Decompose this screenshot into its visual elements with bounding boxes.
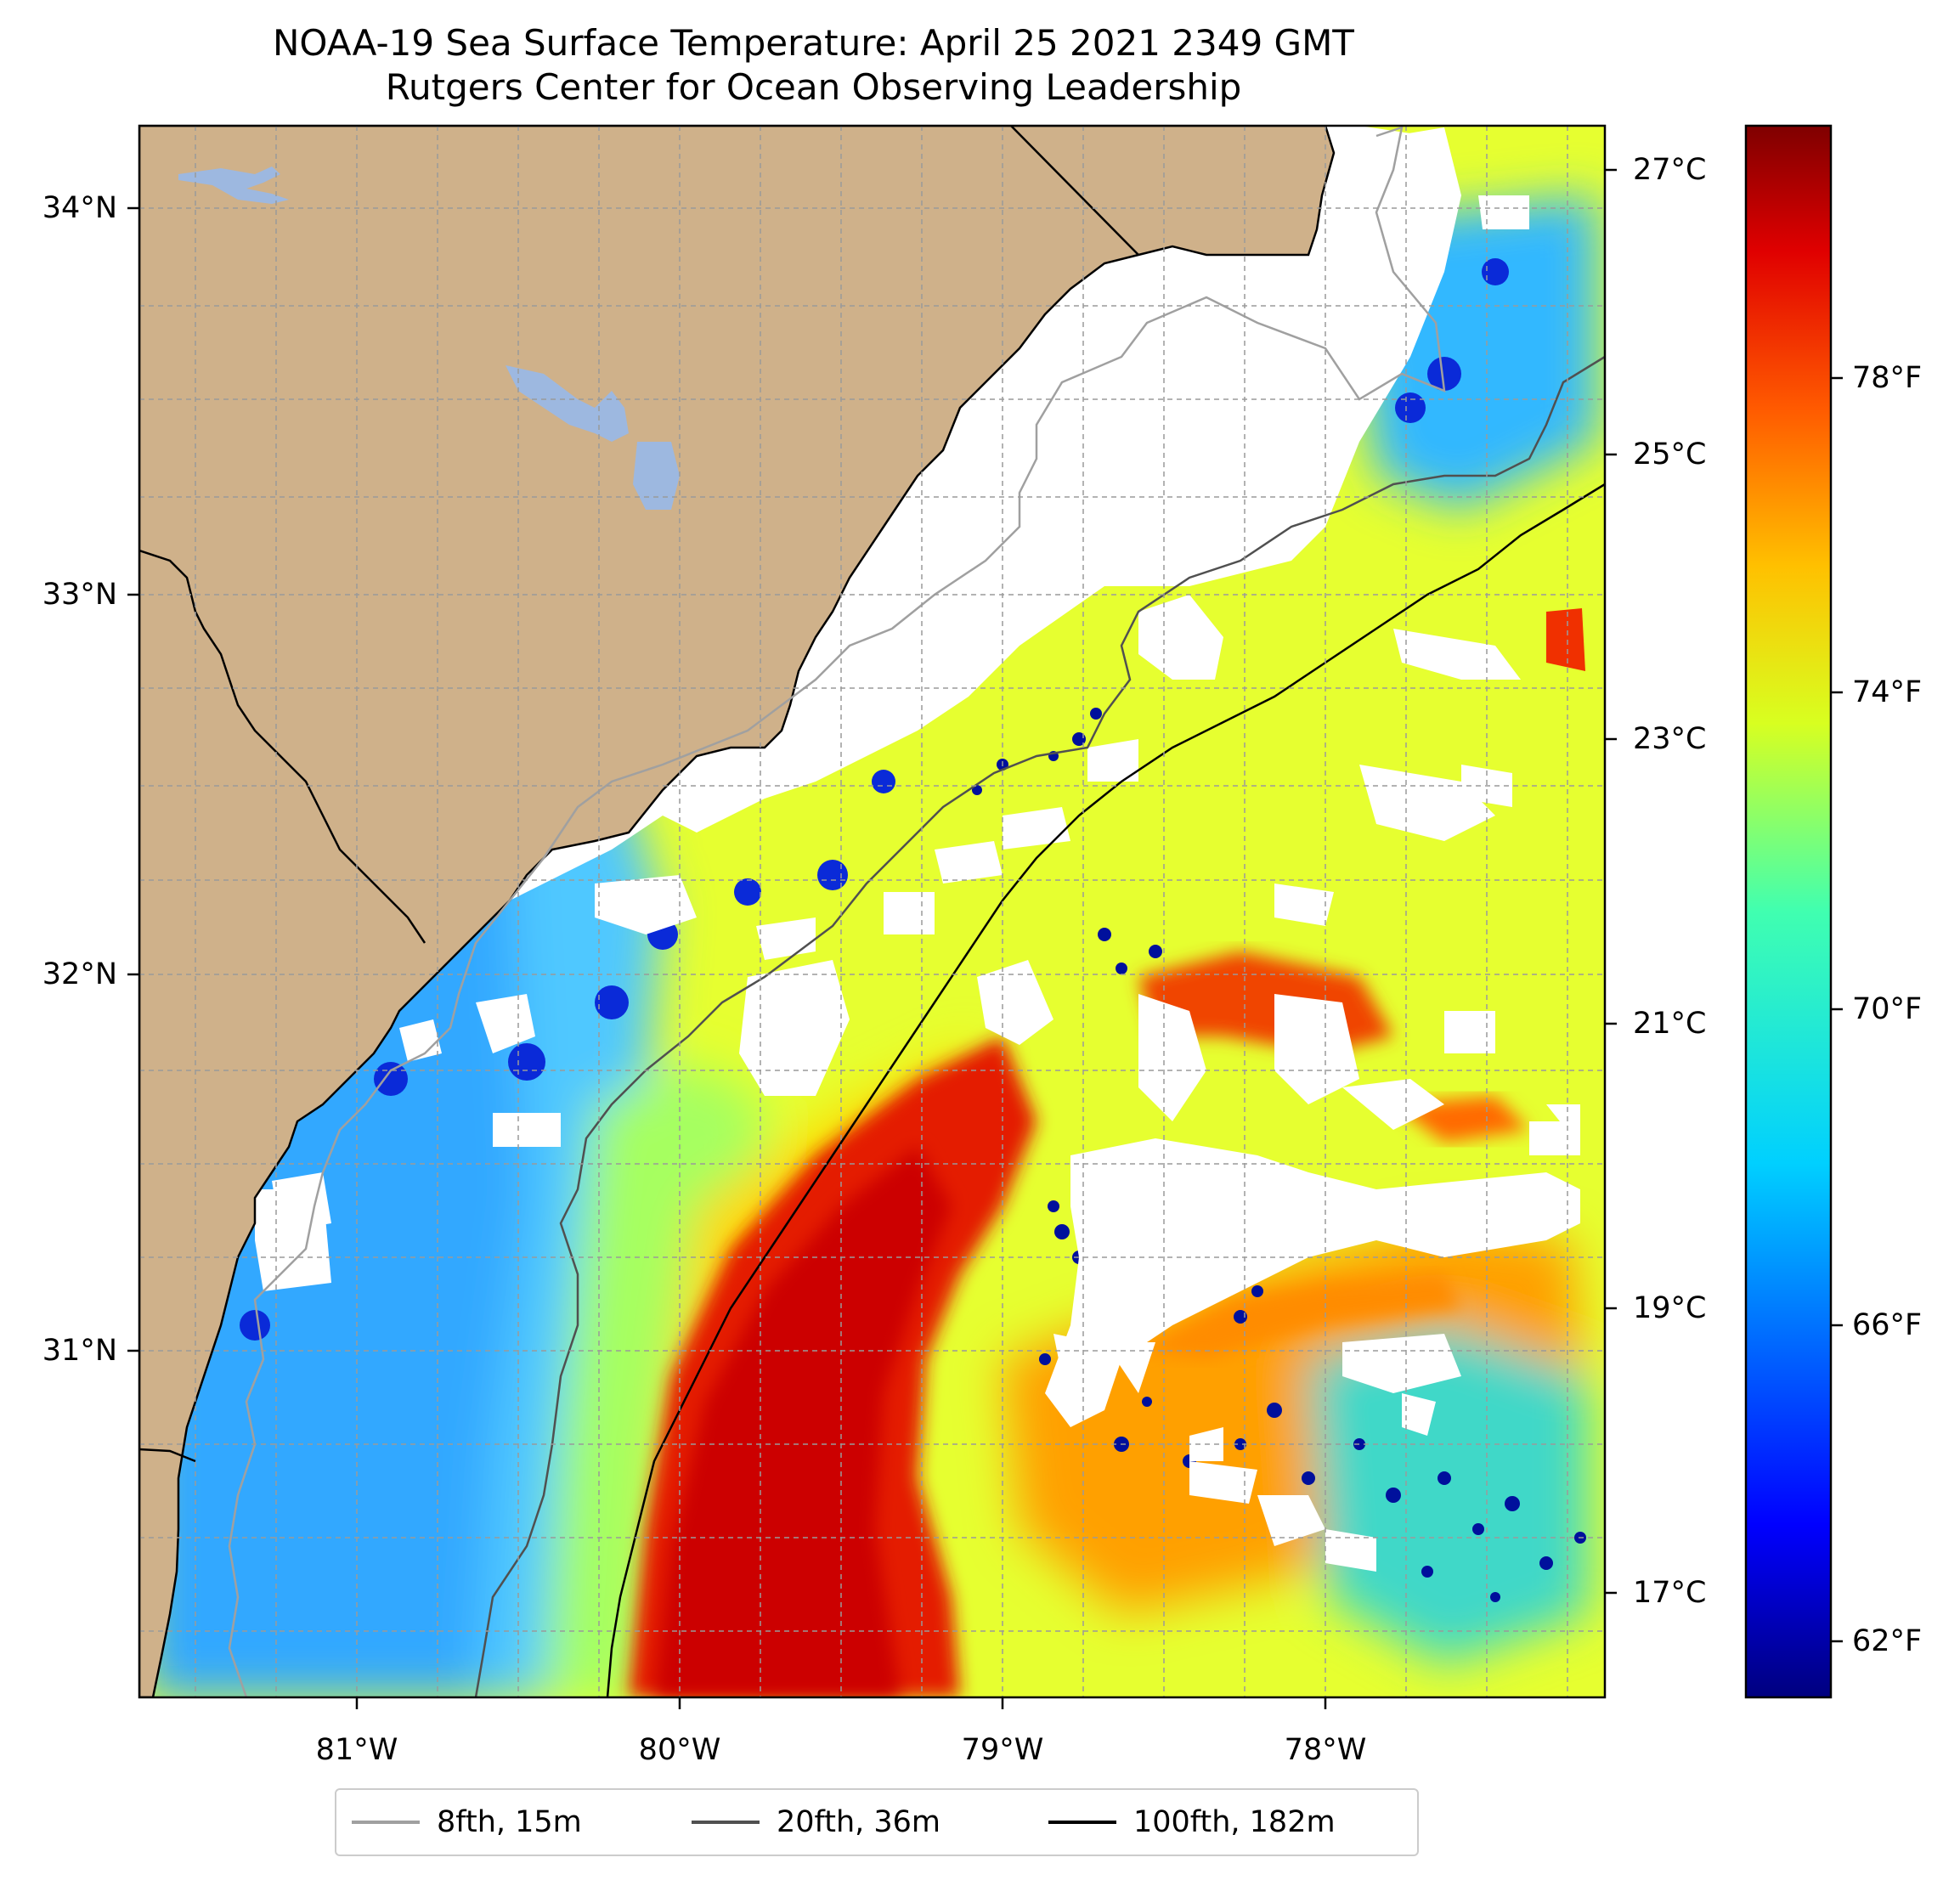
lon-label: 78°W [1284, 1733, 1367, 1767]
lon-label: 79°W [961, 1733, 1044, 1767]
legend-label: 20fth, 36m [777, 1805, 941, 1839]
celsius-label: 21°C [1633, 1007, 1707, 1041]
axis-ticks [127, 168, 1617, 1709]
orange-streak-1 [1138, 1274, 1461, 1359]
legend-swatch-20fth [692, 1821, 760, 1824]
celsius-label: 27°C [1633, 153, 1707, 187]
lake [633, 442, 680, 510]
contour-8fth [228, 126, 1446, 1697]
lon-label: 80°W [638, 1733, 721, 1767]
lake [506, 365, 629, 442]
lon-label: 81°W [315, 1733, 398, 1767]
legend-item: 100fth, 182m [1048, 1805, 1405, 1839]
map-title: NOAA-19 Sea Surface Temperature: April 2… [273, 22, 1354, 64]
legend-item: 8fth, 15m [352, 1805, 658, 1839]
state-border [139, 1448, 196, 1463]
contour-legend: 8fth, 15m 20fth, 36m 100fth, 182m [335, 1788, 1419, 1856]
contour-100fth [606, 483, 1605, 1697]
celsius-label: 25°C [1633, 438, 1707, 471]
colorbar-ticks [1831, 376, 1843, 1643]
fahrenheit-label: 78°F [1852, 361, 1923, 395]
red-patch-northeast [1546, 608, 1585, 671]
gridlines [139, 126, 1605, 1697]
fahrenheit-label: 66°F [1852, 1308, 1923, 1342]
shelf-cool-band [476, 748, 663, 1697]
legend-swatch-8fth [352, 1821, 420, 1824]
fahrenheit-label: 70°F [1852, 992, 1923, 1026]
celsius-label: 23°C [1633, 722, 1707, 756]
lat-label: 31°N [42, 1334, 117, 1368]
lat-label: 33°N [42, 578, 117, 612]
map-subtitle: Rutgers Center for Ocean Observing Leade… [385, 66, 1242, 108]
celsius-label: 17°C [1633, 1576, 1707, 1610]
plot-frame [138, 124, 1607, 1699]
fahrenheit-label: 74°F [1852, 675, 1923, 709]
colorbar [1744, 124, 1833, 1699]
lake [178, 167, 289, 204]
lat-label: 32°N [42, 957, 117, 991]
gulf-stream-core-deep [654, 1147, 952, 1697]
legend-item: 20fth, 36m [692, 1805, 1014, 1839]
state-border [1010, 126, 1139, 256]
legend-label: 8fth, 15m [437, 1805, 582, 1839]
lat-label: 34°N [42, 191, 117, 225]
legend-label: 100fth, 182m [1133, 1805, 1336, 1839]
celsius-label: 19°C [1633, 1291, 1707, 1325]
cool-offshore-east [1308, 1325, 1589, 1665]
legend-swatch-100fth [1048, 1821, 1116, 1824]
fahrenheit-label: 62°F [1852, 1624, 1923, 1658]
